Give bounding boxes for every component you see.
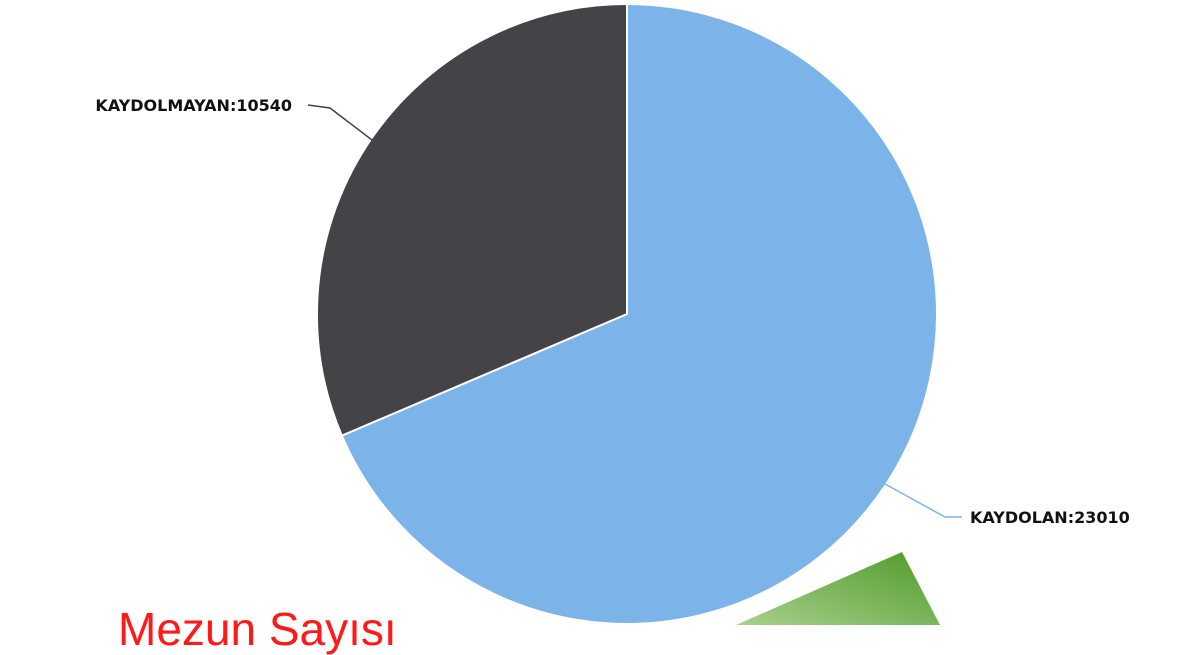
decorative-green-shape (736, 552, 940, 625)
slice-label-kaydolan: KAYDOLAN:23010 (970, 508, 1130, 527)
leader-line-kaydolmayan (307, 104, 373, 141)
pie-slices (316, 3, 938, 625)
pie-chart: KAYDOLAN:23010 KAYDOLMAYAN:10540 (95, 3, 1130, 625)
leader-line-kaydolan (884, 483, 962, 518)
chart-caption: Mezun Sayısı (118, 603, 397, 655)
slice-labels: KAYDOLAN:23010 KAYDOLMAYAN:10540 (95, 96, 1129, 527)
leader-lines (307, 104, 962, 518)
slice-label-kaydolmayan: KAYDOLMAYAN:10540 (95, 96, 292, 115)
pie-slice-kaydolmayan (316, 3, 628, 437)
